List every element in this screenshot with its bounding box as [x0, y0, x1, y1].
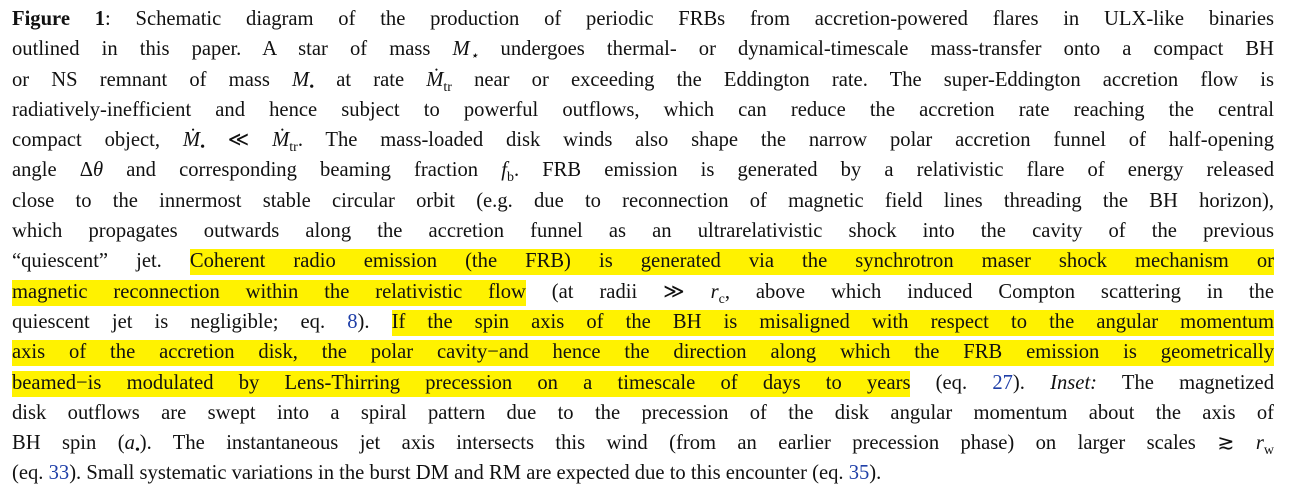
math-rw: ≳ rw — [1217, 432, 1275, 459]
caption-line-16: (eq. 33). Small systematic variations in… — [12, 458, 1274, 488]
caption-text: outlined in this paper. A star of mass — [12, 38, 453, 61]
caption-text: ). The instantaneous jet axis intersects… — [139, 432, 1218, 455]
math-mdot-relation: Ṁ• ≪ Ṁtr — [182, 129, 298, 156]
math-radii: ≫ rc — [663, 280, 725, 307]
caption-text: quiescent jet is negligible; eq. — [12, 310, 348, 333]
figure-caption: Figure 1: Schematic diagram of the produ… — [12, 4, 1274, 489]
caption-line-10: magnetic reconnection within the relativ… — [12, 277, 1274, 307]
caption-line-15: BH spin (a•). The instantaneous jet axis… — [12, 428, 1274, 458]
caption-line-14: disk outflows are swept into a spiral pa… — [12, 401, 1274, 424]
caption-line-4: radiatively-inefficient and hence subjec… — [12, 98, 1274, 121]
caption-line-9: “quiescent” jet. Coherent radio emission… — [12, 246, 1274, 276]
caption-text: (eq. — [12, 462, 49, 485]
caption-line-7: close to the innermost stable circular o… — [12, 189, 1274, 212]
equation-ref-link[interactable]: 8 — [347, 310, 358, 333]
highlighted-text: magnetic reconnection within the relativ… — [12, 279, 526, 306]
math-m-star: M⋆ — [452, 38, 479, 65]
highlighted-text: Coherent radio emission (the FRB) is gen… — [189, 249, 1274, 276]
figure-label: Figure 1 — [12, 8, 106, 30]
caption-text: undergoes thermal- or dynamical-timescal… — [478, 38, 1275, 61]
caption-text: (at radii — [525, 280, 664, 303]
caption-line-12: axis of the accretion disk, the polar ca… — [12, 337, 1274, 367]
equation-ref-link[interactable]: 33 — [48, 462, 70, 485]
math-a-bh: a• — [124, 432, 140, 459]
caption-text: compact object, — [12, 129, 183, 152]
caption-text: ). — [1012, 371, 1051, 394]
caption-line-1: Figure 1: Schematic diagram of the produ… — [12, 4, 1274, 34]
caption-text: . The mass-loaded disk winds also shape … — [297, 129, 1274, 152]
caption-text: ). — [869, 462, 882, 485]
highlighted-text: If the spin axis of the BH is misaligned… — [391, 309, 1274, 336]
caption-text: angle — [12, 159, 80, 182]
caption-line-13: beamed−is modulated by Lens-Thirring pre… — [12, 368, 1274, 398]
caption-text: , above which induced Compton scattering… — [724, 280, 1274, 303]
caption-text: ). Small systematic variations in the bu… — [69, 462, 849, 485]
equation-ref-link[interactable]: 35 — [848, 462, 870, 485]
caption-text: or NS remnant of mass — [12, 68, 293, 91]
caption-text: and corresponding beaming fraction — [103, 159, 502, 182]
caption-text: (eq. — [910, 371, 993, 394]
caption-text: ). — [357, 310, 392, 333]
caption-text: . FRB emission is generated by a relativ… — [513, 159, 1275, 182]
math-m-bh: M• — [292, 68, 315, 95]
caption-text: : Schematic diagram of the production of… — [105, 8, 1275, 30]
math-fb: fb — [501, 159, 514, 186]
caption-line-11: quiescent jet is negligible; eq. 8). If … — [12, 307, 1274, 337]
inset-label: Inset: — [1050, 371, 1098, 394]
caption-text: BH spin ( — [12, 432, 125, 455]
caption-text: The magnetized — [1097, 371, 1274, 394]
caption-line-8: which propagates outwards along the accr… — [12, 220, 1274, 243]
caption-text: “quiescent” jet. — [12, 250, 190, 273]
math-mdot-tr: Ṁtr — [426, 68, 452, 95]
highlighted-text: beamed−is modulated by Lens-Thirring pre… — [12, 370, 911, 397]
math-dtheta: Δθ — [79, 159, 104, 182]
caption-line-6: angle Δθ and corresponding beaming fract… — [12, 155, 1274, 185]
equation-ref-link[interactable]: 27 — [992, 371, 1013, 394]
highlighted-text: axis of the accretion disk, the polar ca… — [12, 340, 1274, 367]
caption-line-2: outlined in this paper. A star of mass M… — [12, 34, 1274, 64]
caption-line-5: compact object, Ṁ• ≪ Ṁtr. The mass-loade… — [12, 125, 1274, 155]
caption-text: at rate — [314, 68, 427, 91]
caption-text: near or exceeding the Eddington rate. Th… — [451, 68, 1274, 91]
caption-line-3: or NS remnant of mass M• at rate Ṁtr nea… — [12, 65, 1274, 95]
